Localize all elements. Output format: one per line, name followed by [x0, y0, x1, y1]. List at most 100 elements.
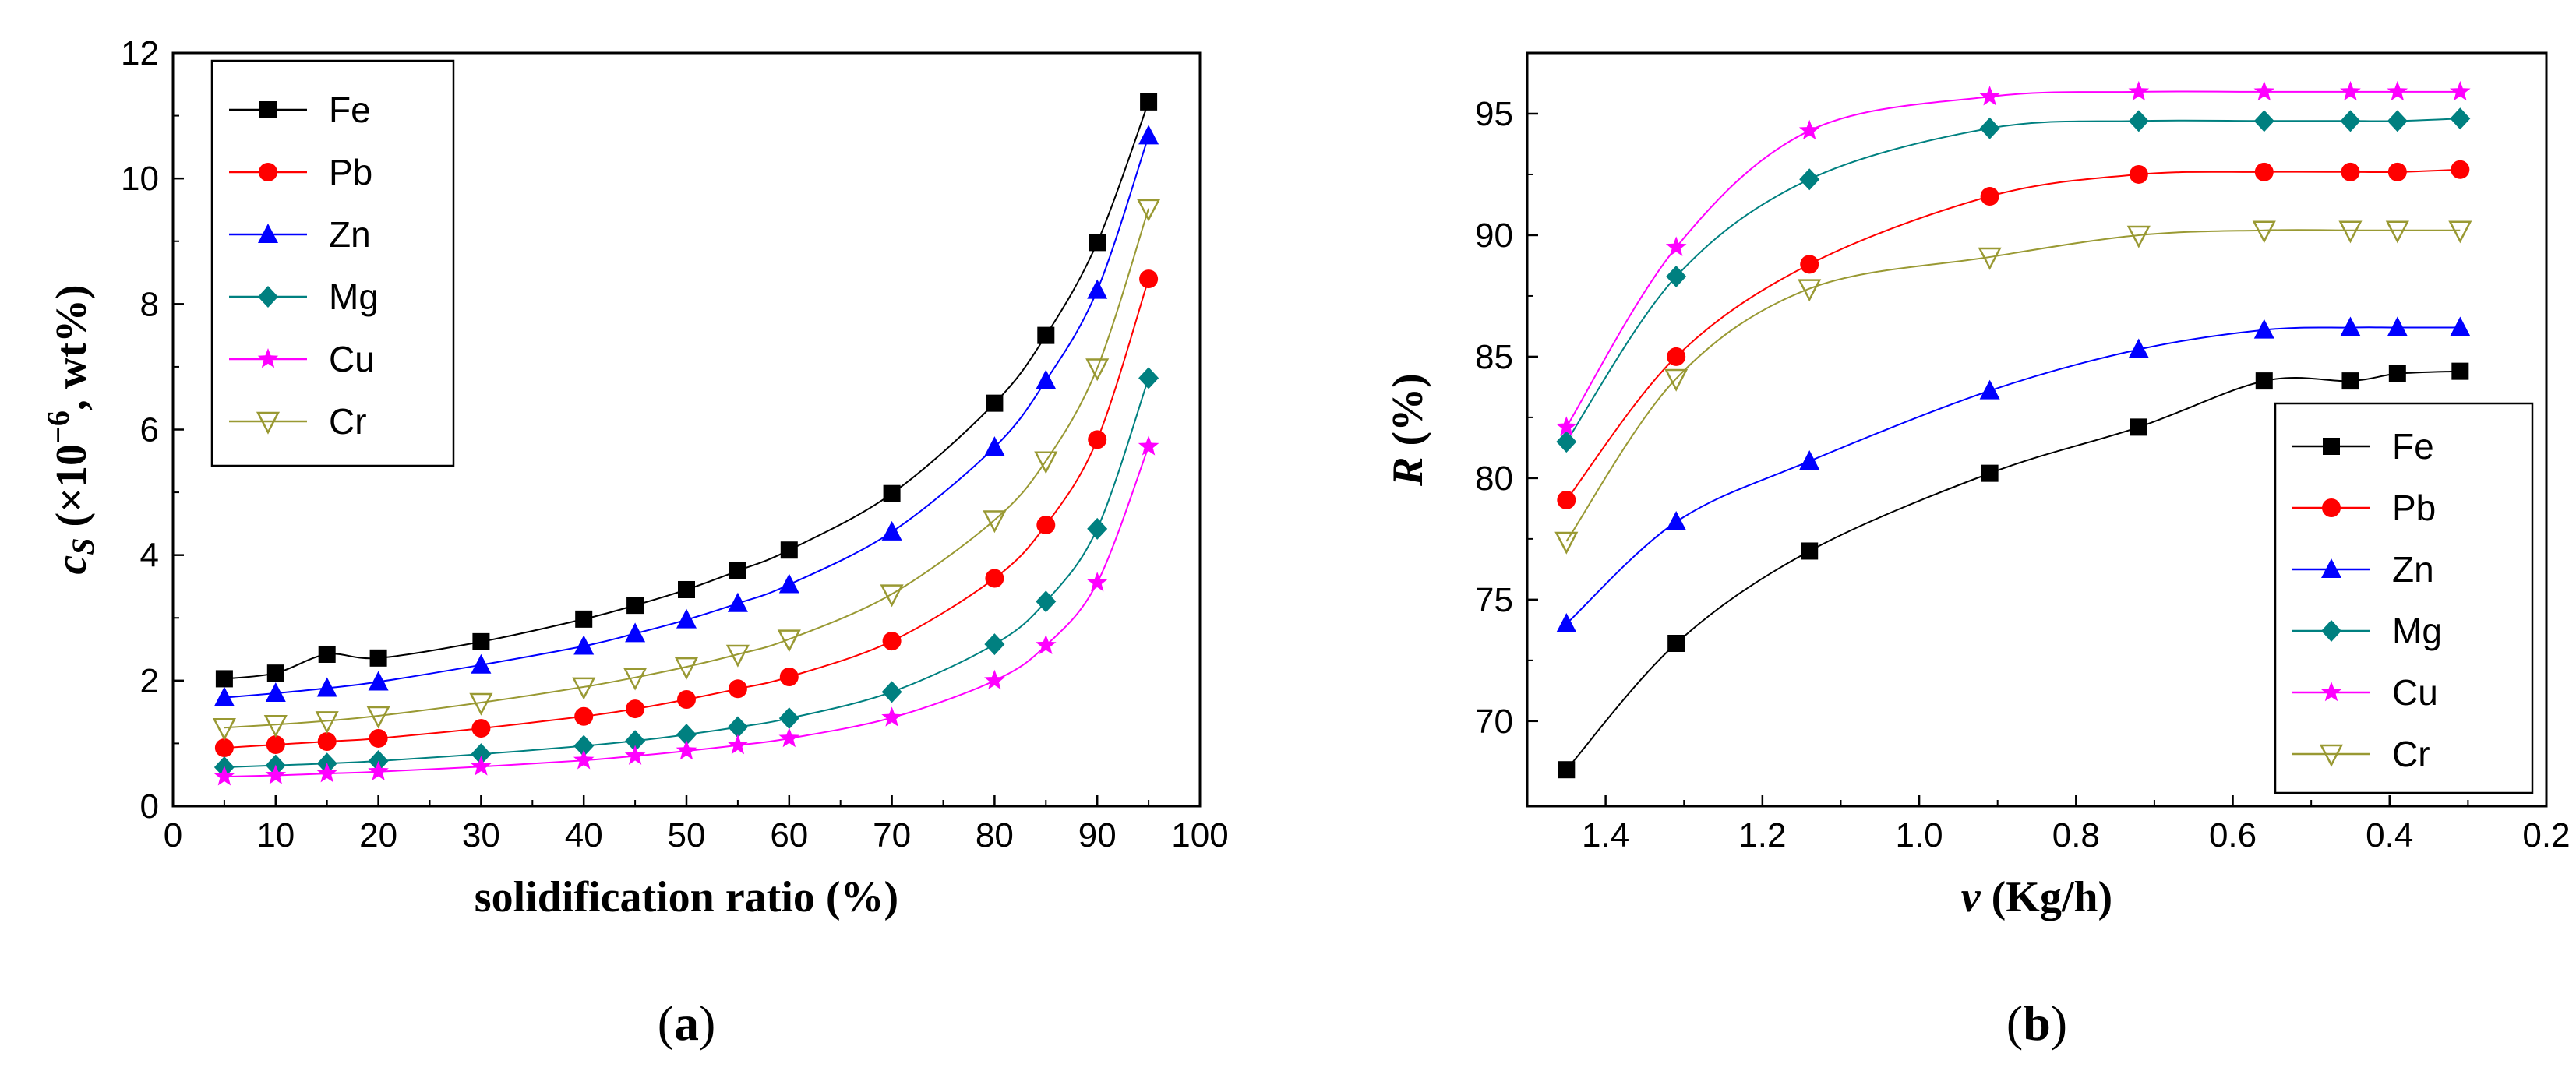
panel-b-point-mg [1556, 431, 1577, 453]
panel-b-legend-marker-fe [2323, 438, 2340, 455]
panel-b-point-fe [2255, 372, 2273, 390]
panel-a-point-pb [1088, 430, 1107, 449]
panel-b-point-mg [2387, 110, 2408, 132]
panel-b-point-zn [2253, 319, 2274, 339]
panel-b-point-cr [2252, 220, 2276, 244]
panel-a-label: (a) [658, 995, 716, 1051]
panel-a-point-mg [984, 633, 1005, 656]
panel-a-point-cu [778, 727, 800, 748]
panel-b-y-tick-label: 95 [1475, 95, 1513, 133]
panel-b-point-pb [2254, 162, 2274, 181]
panel-a-point-zn [727, 592, 748, 612]
panel-b-point-cu [1556, 416, 1577, 436]
panel-b-y-title-unit: (%) [1384, 373, 1432, 456]
panel-a-point-pb [369, 728, 388, 748]
panel-b-point-cu [2253, 80, 2275, 101]
panel-a-chart: 0 10 20 30 40 50 60 70 80 90 100 0 2 4 6 8 10 12 Fe Pb Zn Mg… [41, 34, 1229, 1051]
panel-b-point-mg [2450, 107, 2471, 130]
panel-a-x-tick-label: 30 [462, 816, 500, 854]
panel-a-point-pb [317, 731, 337, 751]
panel-a-point-mg [471, 743, 492, 766]
panel-b-x-tick-label: 0.8 [2052, 816, 2100, 854]
panel-b-legend-label-zn: Zn [2392, 549, 2434, 590]
panel-a-point-fe [729, 562, 746, 579]
panel-a-point-mg [1138, 367, 1159, 389]
panel-b-point-cr [1554, 531, 1579, 555]
panel-b-point-mg [1799, 168, 1820, 191]
panel-a-point-zn [1138, 125, 1159, 145]
panel-a-y-title-unit-open: (×10 [48, 444, 96, 538]
panel-b-point-cu [2387, 80, 2408, 101]
panel-b-point-pb [1980, 187, 1999, 206]
panel-b-point-pb [1667, 347, 1686, 366]
panel-a-point-fe [626, 597, 644, 615]
panel-a-legend-marker-mg [258, 286, 278, 308]
panel-a-point-cu [471, 756, 492, 776]
panel-b-point-fe [1981, 464, 1999, 482]
panel-a-legend-label-zn: Zn [329, 214, 371, 255]
panel-a-point-fe [1089, 234, 1106, 252]
panel-b-point-pb [2129, 164, 2148, 184]
panel-a-y-axis-title: cS (×10−6, wt%) [41, 284, 101, 574]
panel-a-point-cr [623, 668, 648, 691]
panel-a-y-tick-label: 8 [140, 285, 159, 323]
panel-a-point-zn [984, 436, 1005, 456]
panel-a-x-tick-label: 60 [770, 816, 808, 854]
panel-a-line-cr [224, 208, 1150, 729]
panel-b-point-fe [1667, 635, 1685, 653]
panel-b-legend: Fe Pb Zn Mg Cu Cr [2274, 402, 2534, 794]
panel-b-point-cu [2340, 80, 2361, 101]
panel-b-point-pb [1557, 490, 1576, 509]
panel-b-point-cr [1978, 247, 2002, 270]
panel-a-point-cr [725, 644, 750, 668]
panel-a-point-zn [316, 677, 337, 697]
panel-a-point-cr [366, 706, 390, 729]
panel-a-point-cu [881, 706, 902, 727]
panel-b-axis-ticks: 1.4 1.2 1.0 0.8 0.6 0.4 0.2 70 75 80 85 90 95 [1475, 95, 2571, 854]
panel-b-y-title-symbol: R [1384, 456, 1432, 486]
panel-a-point-cr [212, 718, 236, 741]
panel-a-point-mg [778, 707, 799, 730]
panel-a-point-cu [727, 734, 749, 755]
panel-a-point-cu [1138, 435, 1159, 456]
panel-a-point-mg [1036, 590, 1057, 613]
panel-a-point-zn [368, 671, 389, 691]
panel-b-point-cr [2338, 220, 2363, 244]
panel-b-legend-box [2274, 402, 2534, 794]
panel-a-point-zn [1087, 279, 1108, 299]
panel-b-point-cr [1798, 279, 1822, 302]
panel-a-legend-label-pb: Pb [329, 152, 372, 192]
panel-b-x-title-symbol: v [1961, 873, 1981, 921]
panel-a-point-fe [780, 541, 798, 559]
panel-a-point-pb [574, 706, 594, 726]
panel-b-point-fe [2388, 365, 2406, 382]
panel-a-point-cu [624, 745, 646, 765]
panel-a-point-zn [881, 520, 902, 541]
panel-a-legend: Fe Pb Zn Mg Cu Cr [210, 59, 455, 467]
panel-a-legend-marker-cr [256, 411, 281, 435]
panel-b-chart: 1.4 1.2 1.0 0.8 0.6 0.4 0.2 70 75 80 85 90 95 Fe Pb Zn… [1384, 51, 2571, 1051]
panel-b-y-tick-label: 85 [1475, 338, 1513, 376]
panel-a-plot-frame [171, 51, 1202, 808]
panel-a-point-fe [1140, 93, 1158, 111]
panel-b-point-mg [2253, 110, 2274, 132]
panel-a-point-pb [1036, 515, 1056, 534]
panel-a-x-tick-label: 10 [256, 816, 295, 854]
panel-b-y-axis-title: R (%) [1384, 373, 1432, 487]
panel-a-x-tick-label: 90 [1078, 816, 1117, 854]
panel-b-point-zn [2340, 316, 2361, 336]
panel-a-point-pb [985, 569, 1004, 588]
panel-a-x-axis-title: solidification ratio (%) [475, 873, 898, 921]
panel-b-y-tick-label: 70 [1475, 703, 1513, 741]
panel-a-point-cr [1085, 358, 1110, 382]
panel-a-x-tick-label: 100 [1171, 816, 1228, 854]
panel-a-point-fe [986, 394, 1004, 412]
panel-b-point-cr [1664, 368, 1689, 392]
panel-b-point-zn [2387, 316, 2408, 336]
panel-a-point-cu [1086, 572, 1108, 592]
panel-b-legend-marker-cr [2319, 744, 2344, 767]
panel-b-point-mg [2128, 110, 2149, 132]
panel-a-y-title-subscript: S [65, 538, 101, 555]
panel-b-legend-marker-cu [2320, 682, 2342, 702]
